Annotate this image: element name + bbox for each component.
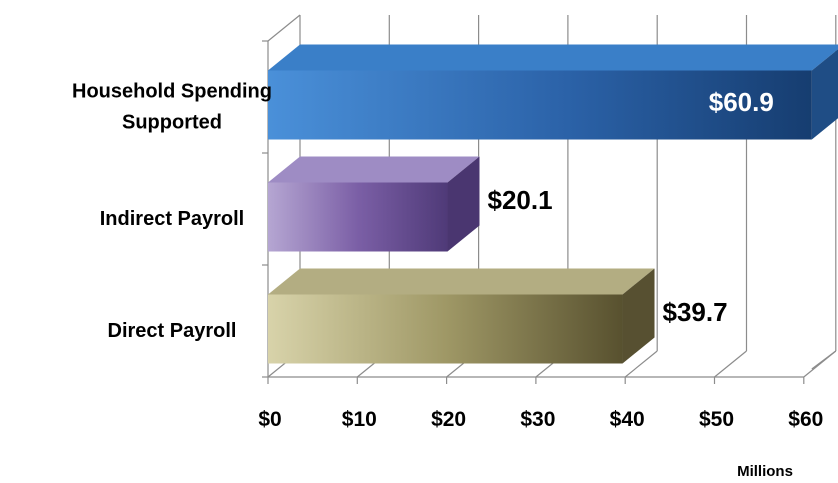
x-tick-label-4: $40 — [610, 408, 645, 431]
x-tick-label-1: $10 — [342, 408, 377, 431]
category-label-0-0: Household Spending — [72, 81, 272, 103]
bar-side-0 — [811, 49, 838, 140]
bar-top-2 — [268, 268, 655, 295]
bars — [268, 44, 838, 364]
floor-grid-5 — [714, 350, 747, 378]
bar-1 — [268, 182, 448, 252]
bar-top-0 — [268, 44, 838, 71]
data-label-1: $20.1 — [487, 185, 552, 215]
x-tick-label-3: $30 — [520, 408, 555, 431]
category-label-1-0: Indirect Payroll — [100, 208, 245, 230]
bar-side-2 — [622, 268, 655, 364]
left-wall-top-edge — [267, 14, 301, 42]
data-label-0: $60.9 — [709, 87, 774, 117]
bar-top-1 — [268, 156, 480, 183]
category-label-2-0: Direct Payroll — [108, 320, 237, 342]
bar-side-1 — [447, 156, 480, 252]
x-tick-label-0: $0 — [258, 408, 281, 431]
x-tick-label-6: $60 — [788, 408, 823, 431]
unit-label: Millions — [737, 463, 793, 480]
bar-0 — [268, 70, 812, 140]
bar-2 — [268, 294, 623, 364]
floor-grid-4 — [624, 350, 658, 378]
category-label-0-1: Supported — [122, 112, 222, 134]
data-label-2: $39.7 — [663, 297, 728, 327]
labels: $60.9 Household Spending Supported $20.1 Ind… — [72, 81, 823, 481]
x-tick-label-2: $20 — [431, 408, 466, 431]
floor-edge-right — [811, 350, 837, 370]
x-tick-label-5: $50 — [699, 408, 734, 431]
